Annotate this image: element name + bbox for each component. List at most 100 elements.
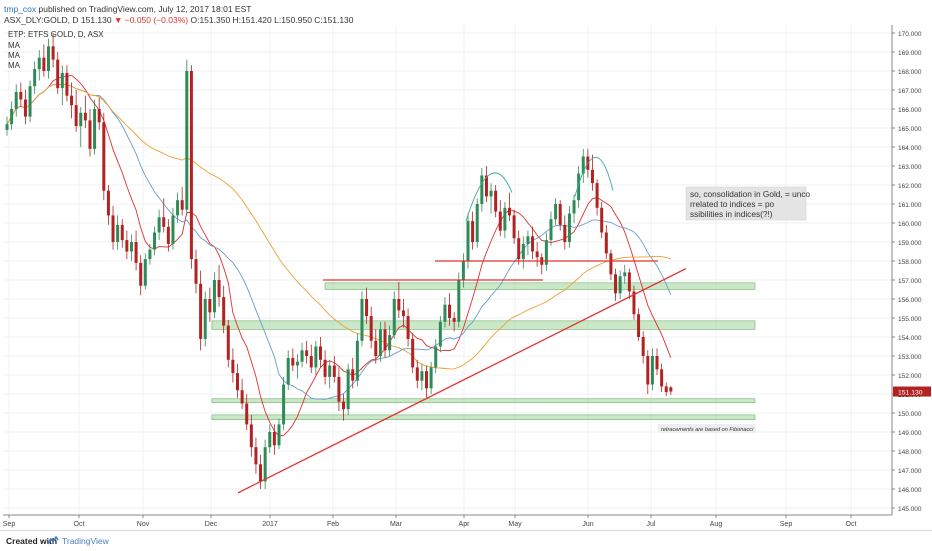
price-tick-label: 170.000 xyxy=(898,31,922,38)
candle xyxy=(203,291,207,347)
candle-body xyxy=(420,371,424,381)
candle xyxy=(199,270,203,351)
price-tick-label: 160.000 xyxy=(898,221,922,228)
candle-body xyxy=(231,359,235,374)
candle-body xyxy=(448,304,452,318)
candle-body xyxy=(521,243,525,260)
candle xyxy=(88,109,92,157)
candle-body xyxy=(443,304,447,322)
price-tick-label: 148.000 xyxy=(898,449,922,456)
candle xyxy=(120,219,124,248)
candle-body xyxy=(212,280,216,313)
price-tick-label: 149.000 xyxy=(898,430,922,437)
candle xyxy=(79,107,83,147)
candle-body xyxy=(314,346,318,368)
candlestick-chart[interactable]: so, consolidation in Gold, = uncorrelate… xyxy=(0,0,932,530)
candle-body xyxy=(60,72,64,89)
candle-body xyxy=(171,215,175,244)
support-zone xyxy=(324,282,756,290)
candle-body xyxy=(388,335,392,351)
candle-body xyxy=(554,204,558,220)
candle xyxy=(558,200,562,231)
series-title: ETP: ETFS GOLD, D, ASX xyxy=(8,30,104,39)
price-tick-label: 165.000 xyxy=(898,126,922,133)
candle-body xyxy=(392,299,396,336)
trendline xyxy=(237,268,687,494)
support-zone xyxy=(211,320,756,330)
candle-body xyxy=(346,369,350,410)
candle xyxy=(286,350,290,391)
candle-body xyxy=(74,105,78,127)
candle xyxy=(208,287,212,322)
candle-body xyxy=(226,325,230,360)
candle-body xyxy=(28,86,32,117)
candle-body xyxy=(157,217,161,233)
candle-body xyxy=(33,69,37,87)
candle-body xyxy=(664,386,668,393)
candle xyxy=(434,338,438,374)
author-name[interactable]: tmp_cox xyxy=(4,4,37,14)
price-tick-label: 156.000 xyxy=(898,297,922,304)
candle xyxy=(650,348,654,391)
candle xyxy=(106,185,110,225)
time-tick-label: May xyxy=(508,521,522,528)
candle-body xyxy=(355,340,359,381)
candle-body xyxy=(471,221,475,242)
candle-body xyxy=(300,350,304,362)
price-axis[interactable]: 145.000 146.000 147.000 148.000 149.000 150.0… xyxy=(891,25,931,515)
candle-body xyxy=(475,204,479,242)
candle-body xyxy=(434,346,438,368)
candle-body xyxy=(632,291,636,315)
candle-body xyxy=(56,59,60,89)
candle-body xyxy=(531,236,535,252)
candle-body xyxy=(660,369,664,387)
ma-slow-line xyxy=(6,83,671,370)
candle-body xyxy=(70,95,74,106)
candle-body xyxy=(143,259,147,286)
candle-body xyxy=(125,240,129,252)
candle xyxy=(618,270,622,299)
candle xyxy=(498,200,502,237)
candle xyxy=(646,350,650,394)
price-tick-label: 157.000 xyxy=(898,278,922,285)
candle xyxy=(254,437,258,474)
candle-body xyxy=(19,91,23,100)
candle xyxy=(268,424,272,453)
candle-body xyxy=(42,57,46,71)
candle xyxy=(42,44,46,77)
candle-body xyxy=(23,99,27,117)
candle xyxy=(46,38,50,79)
candle xyxy=(323,350,327,385)
price-tick-label: 161.000 xyxy=(898,202,922,209)
candle-body xyxy=(627,272,631,292)
candle xyxy=(572,194,576,223)
candle-body xyxy=(249,424,253,448)
tradingview-brand[interactable]: TradingView xyxy=(62,536,109,546)
candle-body xyxy=(139,262,143,286)
candle-body xyxy=(609,253,613,275)
candle-body xyxy=(535,251,539,258)
annotation-background xyxy=(685,186,807,221)
candle xyxy=(97,97,101,130)
last-price-marker xyxy=(893,386,931,397)
candle-body xyxy=(604,232,608,254)
candle-body xyxy=(328,365,332,377)
candle xyxy=(425,365,429,398)
candle-body xyxy=(351,369,355,381)
candle-body xyxy=(438,321,442,347)
support-zone xyxy=(211,398,756,404)
candle xyxy=(397,281,401,318)
candle xyxy=(332,356,336,383)
candle xyxy=(448,293,452,326)
time-axis[interactable]: Sep Oct Nov Dec 2017 Feb Mar Apr May Jun Jul Aug Sep… xyxy=(3,514,892,528)
price-change: −0.050 (−0.03%) xyxy=(124,15,189,25)
created-with-label: Created with xyxy=(6,536,58,546)
candle xyxy=(259,454,263,489)
candle-body xyxy=(466,221,470,261)
candle-body xyxy=(272,432,276,446)
candle-body xyxy=(332,365,336,377)
candle xyxy=(272,424,276,455)
candle-body xyxy=(337,376,341,402)
candle-body xyxy=(572,200,576,214)
